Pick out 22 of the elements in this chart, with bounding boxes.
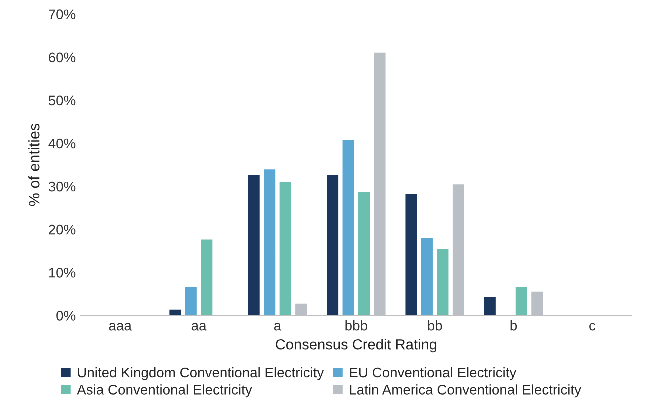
y-axis-title: % of entities bbox=[28, 124, 40, 206]
x-tick-label: a bbox=[274, 323, 282, 331]
y-tick-label: 0% bbox=[56, 311, 76, 321]
y-tick-label: 50% bbox=[48, 96, 76, 106]
x-tick-label: aaa bbox=[109, 323, 132, 331]
legend-label: Asia Conventional Electricity bbox=[77, 384, 252, 398]
x-tick-label: c bbox=[590, 323, 596, 331]
bar bbox=[483, 296, 498, 316]
x-tick-label: bb bbox=[428, 320, 442, 331]
legend-label: United Kingdom Conventional Electricity bbox=[78, 367, 324, 380]
y-tick-label: 20% bbox=[49, 224, 76, 235]
x-tick-label: aa bbox=[192, 323, 207, 331]
y-tick-label: 40% bbox=[48, 138, 76, 149]
legend-label: Latin America Conventional Electricity bbox=[350, 384, 582, 398]
y-tick-label: 10% bbox=[49, 268, 76, 278]
x-tick-label: b bbox=[510, 320, 518, 331]
x-axis-title: Consensus Credit Rating bbox=[276, 339, 437, 353]
y-tick-label: 30% bbox=[48, 182, 76, 192]
y-tick-label: 60% bbox=[49, 52, 76, 63]
x-tick-label: bbb bbox=[346, 320, 368, 331]
y-tick-label: 70% bbox=[49, 10, 76, 20]
legend-label: EU Conventional Electricity bbox=[350, 367, 517, 380]
